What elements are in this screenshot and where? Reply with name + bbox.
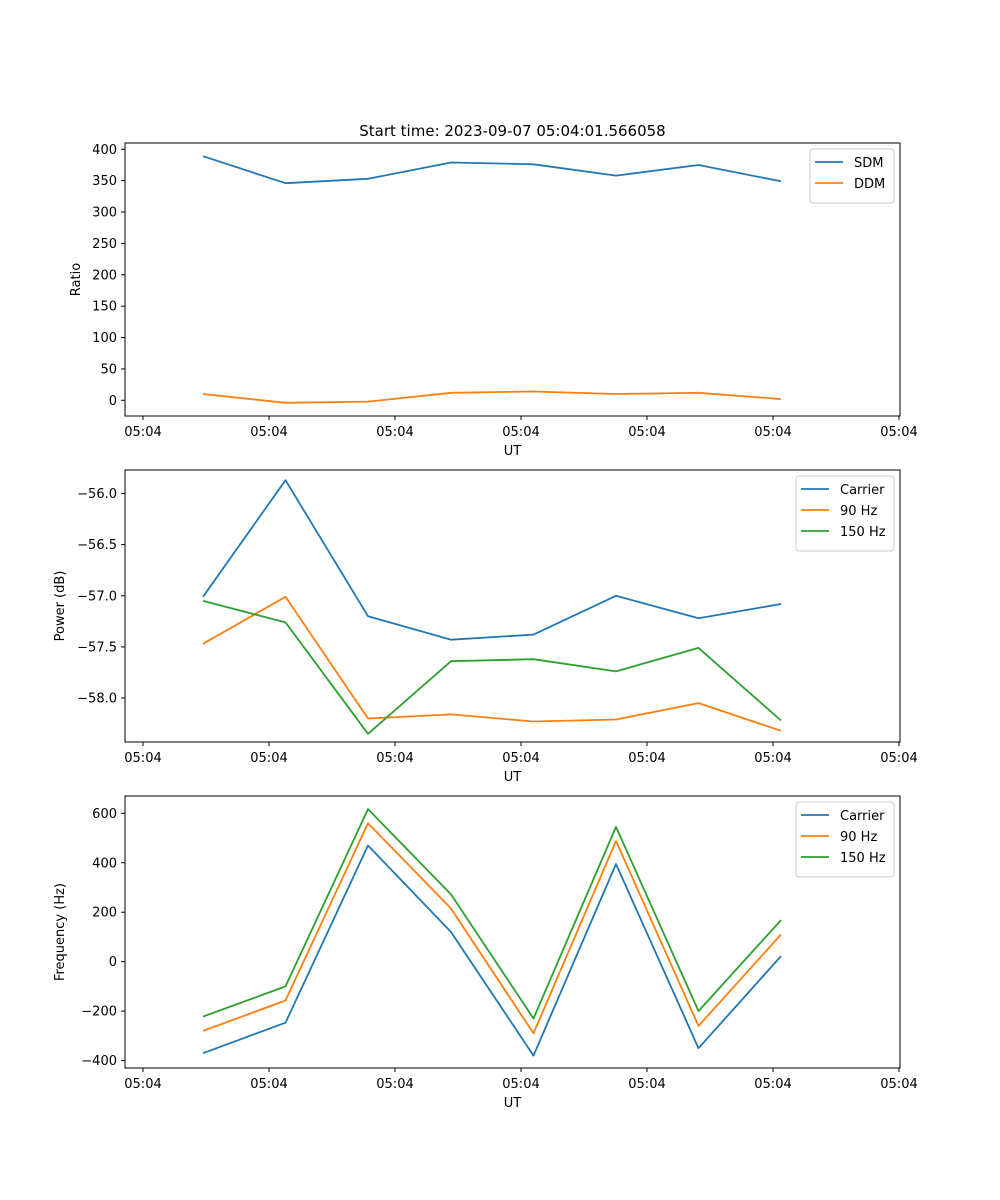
subplot-1: 05:0405:0405:0405:0405:0405:0405:0405:05… bbox=[69, 142, 918, 459]
x-tick-label: 05:04 bbox=[376, 751, 413, 766]
series-line-carrier bbox=[202, 844, 782, 1057]
y-tick-label: 0 bbox=[109, 955, 117, 970]
x-tick-label: 05:04 bbox=[754, 751, 791, 766]
legend-label: 150 Hz bbox=[840, 525, 886, 540]
x-tick-label: 05:04 bbox=[880, 1077, 917, 1092]
y-tick-label: 250 bbox=[92, 237, 117, 252]
x-tick-label: 05:04 bbox=[124, 751, 161, 766]
series-line-90-hz bbox=[202, 822, 782, 1035]
x-tick-label: 05:04 bbox=[250, 1077, 287, 1092]
x-tick-label: 05:04 bbox=[754, 1077, 791, 1092]
axes-frame bbox=[124, 469, 901, 743]
y-tick-label: −200 bbox=[81, 1005, 117, 1020]
legend: SDM DDM bbox=[809, 148, 895, 204]
subplot-3: 05:0405:0405:0405:0405:0405:0405:0405:05… bbox=[53, 795, 918, 1111]
y-tick-label: −400 bbox=[81, 1054, 117, 1069]
x-tick-label: 05:04 bbox=[250, 425, 287, 440]
series-line-sdm bbox=[202, 155, 782, 185]
x-tick-label: 05:04 bbox=[124, 425, 161, 440]
y-tick-label: 400 bbox=[92, 856, 117, 871]
y-tick-label: 200 bbox=[92, 268, 117, 283]
x-tick-label: 05:04 bbox=[502, 751, 539, 766]
series-line-150-hz bbox=[202, 808, 782, 1020]
legend-label: SDM bbox=[854, 156, 883, 171]
x-tick-label: 05:04 bbox=[250, 751, 287, 766]
x-tick-label: 05:04 bbox=[376, 1077, 413, 1092]
x-tick-label: 05:04 bbox=[628, 751, 665, 766]
legend-label: 90 Hz bbox=[840, 830, 877, 845]
y-ticks: −400 −200 0 200 400 600 bbox=[81, 807, 125, 1069]
y-tick-label: −56.0 bbox=[77, 487, 117, 502]
x-tick-label: 05:04 bbox=[628, 1077, 665, 1092]
subplot-2: 05:0405:0405:0405:0405:0405:0405:0405:05… bbox=[53, 469, 918, 785]
x-axis-label: UT bbox=[504, 444, 522, 459]
y-tick-label: 0 bbox=[109, 394, 117, 409]
legend-box bbox=[795, 801, 895, 878]
legend-box bbox=[795, 475, 895, 552]
legend-label: Carrier bbox=[840, 809, 885, 824]
x-tick-label: 05:04 bbox=[124, 1077, 161, 1092]
x-tick-label: 05:04 bbox=[502, 425, 539, 440]
y-tick-label: 50 bbox=[100, 362, 117, 377]
series-line-150-hz bbox=[202, 600, 782, 735]
y-ticks: 0 50 100 150 200 250 300 350 400 bbox=[92, 143, 125, 409]
axes-frame bbox=[124, 795, 901, 1069]
series-line-ddm bbox=[202, 390, 782, 404]
y-tick-label: 350 bbox=[92, 174, 117, 189]
legend-label: 90 Hz bbox=[840, 504, 877, 519]
y-tick-label: −58.0 bbox=[77, 692, 117, 707]
y-axis-label: Frequency (Hz) bbox=[53, 883, 68, 981]
legend: Carrier 90 Hz 150 Hz bbox=[795, 801, 895, 878]
legend-label: DDM bbox=[854, 177, 885, 192]
y-tick-label: 600 bbox=[92, 807, 117, 822]
x-axis-label: UT bbox=[504, 1096, 522, 1111]
figure-title: Start time: 2023-09-07 05:04:01.566058 bbox=[359, 122, 665, 140]
y-tick-label: −57.5 bbox=[77, 640, 117, 655]
legend-label: 150 Hz bbox=[840, 851, 886, 866]
x-tick-label: 05:04 bbox=[628, 425, 665, 440]
x-tick-label: 05:04 bbox=[880, 751, 917, 766]
x-tick-label: 05:04 bbox=[754, 425, 791, 440]
y-tick-label: 400 bbox=[92, 143, 117, 158]
y-axis-label: Ratio bbox=[69, 263, 84, 296]
x-axis-label: UT bbox=[504, 770, 522, 785]
series-line-carrier bbox=[202, 479, 782, 641]
axes-frame bbox=[124, 142, 901, 417]
y-tick-label: −57.0 bbox=[77, 589, 117, 604]
series-line-90-hz bbox=[202, 595, 782, 732]
y-axis-label: Power (dB) bbox=[53, 571, 68, 642]
legend-label: Carrier bbox=[840, 483, 885, 498]
y-tick-label: 150 bbox=[92, 300, 117, 315]
legend: Carrier 90 Hz 150 Hz bbox=[795, 475, 895, 552]
y-ticks: −58.0 −57.5 −57.0 −56.5 −56.0 bbox=[77, 487, 125, 707]
y-tick-label: 300 bbox=[92, 206, 117, 221]
y-tick-label: 200 bbox=[92, 906, 117, 921]
x-tick-label: 05:04 bbox=[502, 1077, 539, 1092]
y-tick-label: −56.5 bbox=[77, 538, 117, 553]
x-tick-label: 05:04 bbox=[880, 425, 917, 440]
y-tick-label: 100 bbox=[92, 331, 117, 346]
x-tick-label: 05:04 bbox=[376, 425, 413, 440]
